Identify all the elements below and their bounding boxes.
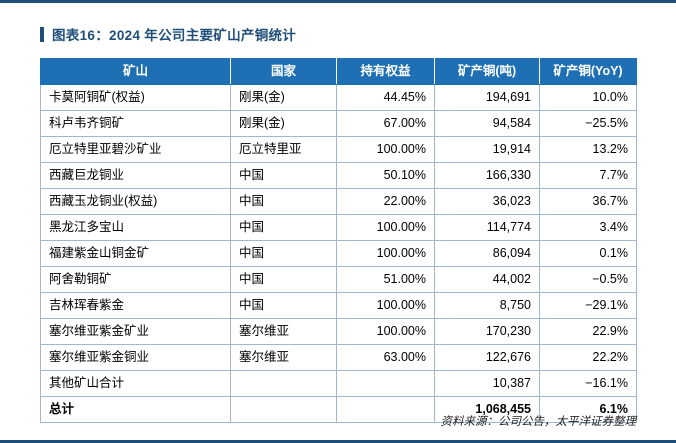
cell-stake: 100.00%	[336, 240, 435, 267]
cell-country: 中国	[230, 214, 337, 241]
table-row: 塞尔维亚紫金矿业 塞尔维亚 100.00% 170,230 22.9%	[40, 318, 637, 345]
cell-country: 中国	[230, 292, 337, 319]
cell-country	[230, 396, 337, 423]
source-note: 资料来源：公司公告，太平洋证券整理	[440, 416, 637, 428]
cell-mine: 阿舍勒铜矿	[40, 266, 231, 293]
table-row: 厄立特里亚碧沙矿业 厄立特里亚 100.00% 19,914 13.2%	[40, 136, 637, 163]
cell-output: 36,023	[434, 188, 540, 215]
cell-yoy: 6.1%	[539, 396, 637, 423]
cell-mine: 西藏玉龙铜业(权益)	[40, 188, 231, 215]
cell-mine: 西藏巨龙铜业	[40, 162, 231, 189]
cell-stake: 63.00%	[336, 344, 435, 371]
cell-output: 114,774	[434, 214, 540, 241]
cell-country: 中国	[230, 162, 337, 189]
cell-country: 刚果(金)	[230, 84, 337, 111]
cell-yoy: 0.1%	[539, 240, 637, 267]
table-header: 矿山 国家 持有权益 矿产铜(吨) 矿产铜(YoY)	[40, 58, 637, 85]
table-row: 西藏玉龙铜业(权益) 中国 22.00% 36,023 36.7%	[40, 188, 637, 215]
cell-country: 塞尔维亚	[230, 344, 337, 371]
cell-yoy: −16.1%	[539, 370, 637, 397]
cell-output: 194,691	[434, 84, 540, 111]
cell-mine: 厄立特里亚碧沙矿业	[40, 136, 231, 163]
cell-stake: 100.00%	[336, 292, 435, 319]
table-row: 西藏巨龙铜业 中国 50.10% 166,330 7.7%	[40, 162, 637, 189]
cell-country: 中国	[230, 188, 337, 215]
cell-mine: 塞尔维亚紫金铜业	[40, 344, 231, 371]
cell-stake: 100.00%	[336, 318, 435, 345]
cell-mine: 福建紫金山铜金矿	[40, 240, 231, 267]
cell-stake: 22.00%	[336, 188, 435, 215]
cell-yoy: 3.4%	[539, 214, 637, 241]
cell-mine: 塞尔维亚紫金矿业	[40, 318, 231, 345]
cell-country: 刚果(金)	[230, 110, 337, 137]
cell-yoy: −0.5%	[539, 266, 637, 293]
cell-mine: 其他矿山合计	[40, 370, 231, 397]
cell-output: 122,676	[434, 344, 540, 371]
cell-output: 166,330	[434, 162, 540, 189]
table-row: 福建紫金山铜金矿 中国 100.00% 86,094 0.1%	[40, 240, 637, 267]
cell-country	[230, 370, 337, 397]
column-header-yoy: 矿产铜(YoY)	[539, 58, 637, 85]
mine-copper-table: 矿山 国家 持有权益 矿产铜(吨) 矿产铜(YoY) 卡莫阿铜矿(权益) 刚果(金…	[40, 58, 637, 423]
cell-output: 10,387	[434, 370, 540, 397]
cell-mine: 卡莫阿铜矿(权益)	[40, 84, 231, 111]
table-row: 黑龙江多宝山 中国 100.00% 114,774 3.4%	[40, 214, 637, 241]
cell-yoy: −25.5%	[539, 110, 637, 137]
table-row: 塞尔维亚紫金铜业 塞尔维亚 63.00% 122,676 22.2%	[40, 344, 637, 371]
cell-output: 8,750	[434, 292, 540, 319]
table-row-total: 总计 1,068,455 6.1%	[40, 396, 637, 423]
cell-output: 170,230	[434, 318, 540, 345]
cell-mine: 总计	[40, 396, 231, 423]
cell-stake: 67.00%	[336, 110, 435, 137]
cell-output: 1,068,455	[434, 396, 540, 423]
table-row: 阿舍勒铜矿 中国 51.00% 44,002 −0.5%	[40, 266, 637, 293]
cell-yoy: 7.7%	[539, 162, 637, 189]
top-divider	[0, 0, 676, 3]
cell-yoy: −29.1%	[539, 292, 637, 319]
cell-stake: 100.00%	[336, 214, 435, 241]
cell-yoy: 22.9%	[539, 318, 637, 345]
table-row: 科卢韦齐铜矿 刚果(金) 67.00% 94,584 −25.5%	[40, 110, 637, 137]
cell-output: 86,094	[434, 240, 540, 267]
cell-output: 44,002	[434, 266, 540, 293]
cell-yoy: 22.2%	[539, 344, 637, 371]
cell-country: 中国	[230, 240, 337, 267]
table-row: 其他矿山合计 10,387 −16.1%	[40, 370, 637, 397]
table-body: 卡莫阿铜矿(权益) 刚果(金) 44.45% 194,691 10.0% 科卢韦齐铜矿 刚果…	[40, 84, 637, 423]
cell-mine: 科卢韦齐铜矿	[40, 110, 231, 137]
cell-country: 塞尔维亚	[230, 318, 337, 345]
cell-stake: 51.00%	[336, 266, 435, 293]
bottom-divider	[0, 440, 676, 443]
cell-mine: 黑龙江多宝山	[40, 214, 231, 241]
cell-country: 厄立特里亚	[230, 136, 337, 163]
cell-yoy: 10.0%	[539, 84, 637, 111]
cell-yoy: 36.7%	[539, 188, 637, 215]
column-header-stake: 持有权益	[336, 58, 435, 85]
table-header-row: 矿山 国家 持有权益 矿产铜(吨) 矿产铜(YoY)	[40, 58, 637, 85]
cell-stake: 100.00%	[336, 136, 435, 163]
cell-stake: 44.45%	[336, 84, 435, 111]
cell-output: 94,584	[434, 110, 540, 137]
cell-output: 19,914	[434, 136, 540, 163]
table-row: 吉林珲春紫金 中国 100.00% 8,750 −29.1%	[40, 292, 637, 319]
table-row: 卡莫阿铜矿(权益) 刚果(金) 44.45% 194,691 10.0%	[40, 84, 637, 111]
cell-stake: 50.10%	[336, 162, 435, 189]
column-header-output: 矿产铜(吨)	[434, 58, 540, 85]
column-header-country: 国家	[230, 58, 337, 85]
column-header-mine: 矿山	[40, 58, 231, 85]
cell-mine: 吉林珲春紫金	[40, 292, 231, 319]
figure-title: 图表16：2024 年公司主要矿山产铜统计	[40, 24, 296, 44]
title-accent-bar	[40, 27, 44, 42]
figure-title-text: 图表16：2024 年公司主要矿山产铜统计	[52, 28, 297, 43]
cell-stake	[336, 370, 435, 397]
cell-yoy: 13.2%	[539, 136, 637, 163]
cell-country: 中国	[230, 266, 337, 293]
cell-stake	[336, 396, 435, 423]
